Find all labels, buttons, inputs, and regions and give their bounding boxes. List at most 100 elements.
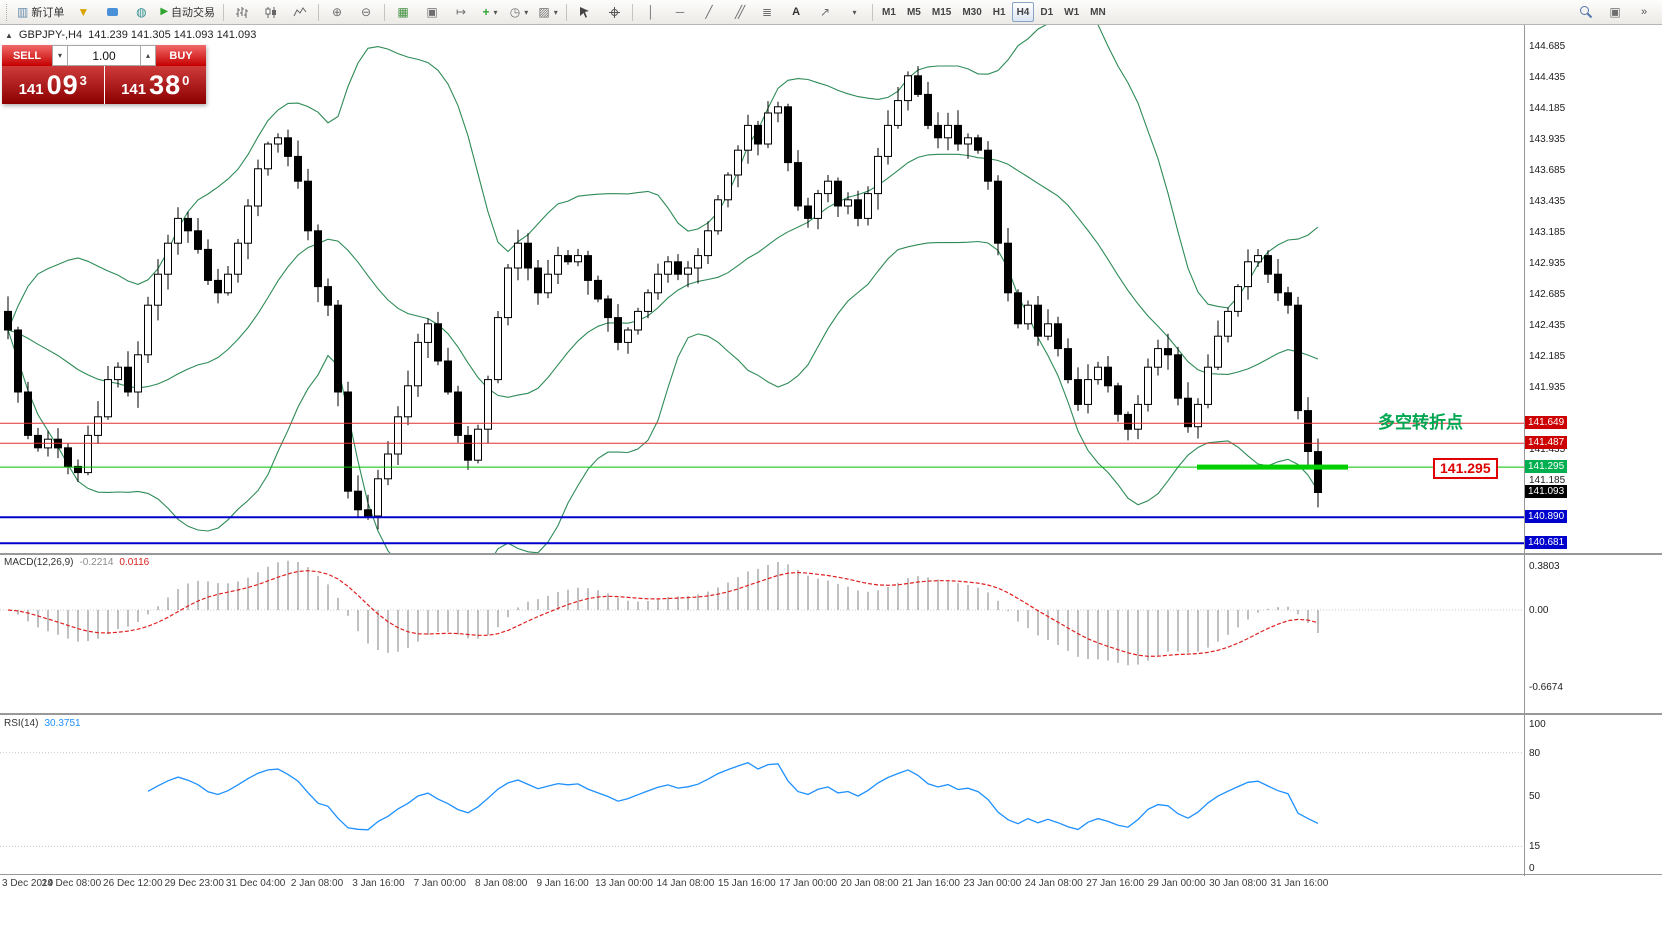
timeframe-h1[interactable]: H1 xyxy=(992,6,1006,18)
sell-button[interactable]: SELL xyxy=(2,45,52,66)
vertical-line-tool[interactable]: │ xyxy=(637,1,665,24)
price-axis-label: 143.935 xyxy=(1529,134,1566,145)
auto-trading-button[interactable]: ▶ 自动交易 xyxy=(156,1,219,24)
panels-button[interactable]: ▣ xyxy=(1601,1,1629,24)
time-axis-label: 14 Jan 08:00 xyxy=(656,878,715,889)
price-axis-label: 143.435 xyxy=(1529,196,1566,207)
buy-price[interactable]: 141 38 0 xyxy=(104,66,206,104)
arrows-tool[interactable]: ↗ xyxy=(811,1,839,24)
time-axis-label: 30 Jan 08:00 xyxy=(1209,878,1267,889)
toolbar-separator xyxy=(223,3,225,21)
rsi-indicator-pane[interactable] xyxy=(0,716,1524,874)
buy-price-prefix: 141 xyxy=(121,80,147,98)
price-tag[interactable]: 140.681 xyxy=(1525,536,1568,549)
buy-button[interactable]: BUY xyxy=(156,45,206,66)
community-button[interactable]: ◍ xyxy=(127,1,155,24)
candlestick-chart[interactable] xyxy=(0,25,1524,553)
crosshair-button[interactable] xyxy=(600,1,628,24)
macd-axis-label: 0.3803 xyxy=(1529,561,1560,572)
sell-price-sup: 3 xyxy=(79,72,87,88)
templates-button[interactable]: ▨ ▾ xyxy=(534,1,562,24)
candles xyxy=(4,66,1322,530)
timeframe-m5[interactable]: M5 xyxy=(906,6,921,18)
fibonacci-tool[interactable]: ≣ xyxy=(753,1,781,24)
thick-support-line[interactable] xyxy=(1197,464,1348,470)
price-tag[interactable]: 141.295 xyxy=(1525,460,1568,473)
cursor-icon xyxy=(580,6,590,18)
timeframe-m1[interactable]: M1 xyxy=(882,6,896,18)
price-tag[interactable]: 141.093 xyxy=(1525,485,1568,498)
tile-windows-icon: ▦ xyxy=(397,5,409,19)
horizontal-level-lines[interactable] xyxy=(0,422,1524,545)
ohlc-values: 141.239 141.305 141.093 141.093 xyxy=(88,29,257,41)
time-axis-label: 23 Jan 00:00 xyxy=(963,878,1022,889)
macd-axis-label: -0.6674 xyxy=(1529,682,1563,693)
time-axis-label: 24 Jan 08:00 xyxy=(1024,878,1083,889)
chat-button[interactable] xyxy=(98,1,126,24)
candlestick-icon xyxy=(265,6,277,18)
search-button[interactable] xyxy=(1572,1,1600,24)
chevron-down-icon: ▾ xyxy=(524,7,529,17)
timeframe-w1[interactable]: W1 xyxy=(1064,6,1080,18)
timeframe-mn[interactable]: MN xyxy=(1090,6,1106,18)
sell-price[interactable]: 141 09 3 xyxy=(2,66,104,104)
fibonacci-icon: ≣ xyxy=(762,5,773,19)
template-icon: ▨ xyxy=(538,5,550,19)
cascade-windows-icon: ▣ xyxy=(426,5,438,19)
zoom-out-button[interactable]: ⊖ xyxy=(352,1,380,24)
price-tag[interactable]: 140.890 xyxy=(1525,510,1568,523)
toolbar-overflow-button[interactable]: » xyxy=(1630,1,1658,24)
toolbar-separator xyxy=(384,3,386,21)
funnel-icon: ▼ xyxy=(77,5,90,19)
candlestick-type-button[interactable] xyxy=(257,1,285,24)
channel-tool[interactable]: ╱╱ xyxy=(724,1,752,24)
time-axis-label: 31 Jan 16:00 xyxy=(1270,878,1329,889)
zoom-in-icon: ⊕ xyxy=(332,5,343,19)
trendline-tool[interactable]: ╱ xyxy=(695,1,723,24)
price-axis-label: 142.185 xyxy=(1529,351,1566,362)
timeframe-d1[interactable]: D1 xyxy=(1040,6,1054,18)
chart-shift-button[interactable]: ↦ xyxy=(447,1,475,24)
rsi-axis-label: 100 xyxy=(1529,719,1546,730)
zoom-in-button[interactable]: ⊕ xyxy=(323,1,351,24)
volume-increase-button[interactable]: ▴ xyxy=(140,45,156,66)
price-tag[interactable]: 141.649 xyxy=(1525,416,1568,429)
indicators-button[interactable]: + ▾ xyxy=(476,1,504,24)
tile-windows-button[interactable]: ▦ xyxy=(389,1,417,24)
macd-histogram xyxy=(17,560,1319,666)
macd-indicator-pane[interactable] xyxy=(0,555,1524,713)
sell-price-prefix: 141 xyxy=(18,80,44,98)
timeframe-m30[interactable]: M30 xyxy=(962,6,982,18)
buy-price-big: 38 xyxy=(149,69,182,100)
time-axis-label: 3 Dec 2019 xyxy=(2,878,54,889)
line-chart-type-button[interactable] xyxy=(286,1,314,24)
text-tool[interactable]: A xyxy=(782,1,810,24)
periods-button[interactable]: ◷ ▾ xyxy=(505,1,533,24)
timeframe-m15[interactable]: M15 xyxy=(931,6,952,18)
pane-separator[interactable] xyxy=(0,713,1662,715)
volume-decrease-button[interactable]: ▾ xyxy=(52,45,68,66)
chart-ohlc-header: ▲ GBPJPY-,H4 141.239 141.305 141.093 141… xyxy=(5,29,256,41)
macd-axis-label: 0.00 xyxy=(1529,605,1549,616)
price-axis-label: 141.935 xyxy=(1529,382,1566,393)
bar-chart-type-button[interactable] xyxy=(228,1,256,24)
horizontal-line-tool[interactable]: ─ xyxy=(666,1,694,24)
time-axis-label: 17 Jan 00:00 xyxy=(779,878,838,889)
time-axis-label: 3 Jan 16:00 xyxy=(352,878,405,889)
rsi-line xyxy=(147,761,1319,831)
volume-input[interactable] xyxy=(68,45,140,66)
arrow-icon: ↗ xyxy=(820,5,831,19)
funnel-button[interactable]: ▼ xyxy=(69,1,97,24)
price-tag[interactable]: 141.487 xyxy=(1525,436,1568,449)
new-order-button[interactable]: ▥ 新订单 xyxy=(13,1,68,24)
indicator-plus-icon: + xyxy=(482,5,490,19)
cascade-windows-button[interactable]: ▣ xyxy=(418,1,446,24)
cursor-button[interactable] xyxy=(571,1,599,24)
turning-point-annotation: 多空转折点 xyxy=(1378,413,1463,432)
pane-separator[interactable] xyxy=(0,553,1662,555)
buy-price-sup: 0 xyxy=(182,72,190,88)
timeframe-h4[interactable]: H4 xyxy=(1011,2,1035,22)
shapes-tool[interactable]: ▾ xyxy=(840,1,868,24)
new-order-label: 新订单 xyxy=(31,7,65,19)
price-axis-label: 141.435 xyxy=(1529,444,1566,455)
